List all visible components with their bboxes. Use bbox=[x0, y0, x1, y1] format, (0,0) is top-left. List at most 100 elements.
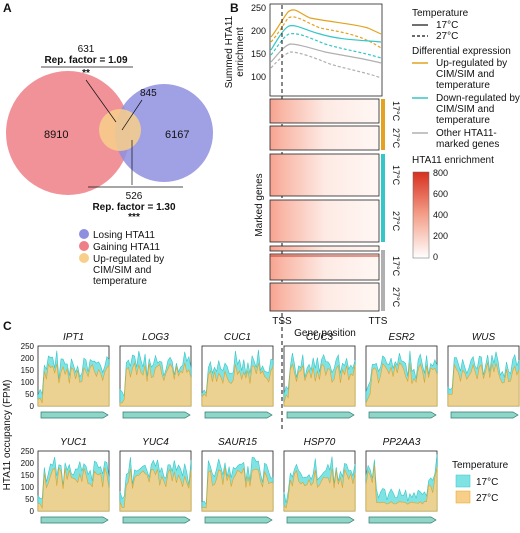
gene-name-saur15: SAUR15 bbox=[218, 437, 257, 448]
colorbar bbox=[412, 171, 430, 259]
occupancy-ytick-0-row1: 0 bbox=[30, 402, 35, 411]
gene-model-cuc3 bbox=[286, 411, 355, 419]
profile-down-27c-line bbox=[270, 33, 382, 59]
panel-a-letter: A bbox=[3, 1, 12, 15]
heatmap-up-27c bbox=[269, 125, 380, 151]
profile-lines bbox=[270, 9, 382, 79]
occupancy-ytick-250-row2: 250 bbox=[21, 447, 35, 456]
track-27c-area-cuc3 bbox=[283, 363, 356, 407]
track-27c-area-hsp70 bbox=[283, 468, 356, 512]
gene-model-log3 bbox=[122, 411, 191, 419]
group-bar-down bbox=[381, 154, 385, 242]
occupancy-legend-27c-label: 27°C bbox=[476, 493, 498, 504]
legend-upregulated-label-1: Up-regulated by bbox=[93, 254, 164, 265]
heatmap-down-17c bbox=[269, 153, 380, 197]
legend-de-other-1: Other HTA11- bbox=[436, 128, 497, 139]
venn-left-count: 8910 bbox=[44, 129, 68, 141]
gene-name-log3: LOG3 bbox=[142, 332, 169, 343]
venn-top-pointer bbox=[85, 79, 117, 123]
occupancy-legend-27c-swatch bbox=[455, 490, 471, 504]
occupancy-ytick-200-row2: 200 bbox=[21, 459, 35, 468]
track-27c-area-yuc1 bbox=[37, 467, 110, 512]
panel-c-letter: C bbox=[3, 319, 12, 333]
row-label-other-17c: 17°C bbox=[391, 256, 401, 277]
legend-upregulated-label-3: temperature bbox=[93, 276, 147, 287]
track-27c-area-cuc1 bbox=[201, 363, 274, 407]
profile-other-17c-line bbox=[270, 43, 382, 64]
row-label-down-17c: 17°C bbox=[391, 165, 401, 186]
occupancy-ytick-200-row1: 200 bbox=[21, 354, 35, 363]
gene-name-esr2: ESR2 bbox=[388, 332, 415, 343]
legend-upregulated-swatch bbox=[79, 253, 89, 263]
heatmap-ylabel: Marked genes bbox=[254, 173, 265, 236]
legend-de-down-3: temperature bbox=[436, 115, 490, 126]
legend-17c-label: 17°C bbox=[436, 20, 458, 31]
colorbar-tick-0: 0 bbox=[433, 252, 438, 262]
gene-model-wus bbox=[450, 411, 519, 419]
legend-27c-label: 27°C bbox=[436, 31, 458, 42]
venn-losing-circle bbox=[115, 84, 213, 182]
heatmap-group-bars bbox=[381, 99, 385, 311]
profile-ytick-250: 250 bbox=[251, 3, 266, 13]
heatmap-spacer bbox=[269, 245, 380, 252]
occupancy-ytick-150-row1: 150 bbox=[21, 366, 35, 375]
gene-model-yuc4 bbox=[122, 516, 191, 524]
gene-model-esr2 bbox=[368, 411, 437, 419]
profile-ylabel-2: enrichment bbox=[235, 27, 246, 77]
gene-name-wus: WUS bbox=[472, 332, 496, 343]
gene-name-cuc1: CUC1 bbox=[224, 332, 251, 343]
venn-right-count: 6167 bbox=[165, 129, 189, 141]
venn-middle-count: 845 bbox=[140, 88, 157, 99]
venn-overlap-top-sig: ** bbox=[82, 68, 90, 79]
legend-de-other-2: marked genes bbox=[436, 139, 499, 150]
track-27c-area-log3 bbox=[119, 361, 192, 407]
legend-gaining-swatch bbox=[79, 241, 89, 251]
occupancy-legend-17c-label: 17°C bbox=[476, 477, 498, 488]
profile-ytick-150: 150 bbox=[251, 49, 266, 59]
gene-name-ipt1: IPT1 bbox=[63, 332, 84, 343]
heatmap-other-27c bbox=[269, 282, 380, 312]
occupancy-legend-17c-swatch bbox=[455, 474, 471, 488]
venn-gaining-circle bbox=[6, 71, 130, 195]
heatmap-other-17c-topband bbox=[270, 255, 379, 257]
track-27c-area-pp2aa3 bbox=[365, 464, 438, 512]
gene-tracks: IPT1 LOG3 CUC1 CUC3 ESR2 WUS YUC1 YUC4 SAUR15 HSP… bbox=[21, 332, 520, 524]
panel-b-letter: B bbox=[230, 1, 239, 15]
row-label-other-27c: 27°C bbox=[391, 287, 401, 308]
gene-name-hsp70: HSP70 bbox=[304, 437, 336, 448]
row-label-up-27c: 27°C bbox=[391, 128, 401, 149]
colorbar-tick-600: 600 bbox=[433, 189, 448, 199]
legend-de-up-2: CIM/SIM and bbox=[436, 69, 494, 80]
venn-legend: Losing HTA11 Gaining HTA11 Up-regulated … bbox=[79, 229, 164, 287]
gene-model-saur15 bbox=[204, 516, 273, 524]
gene-model-hsp70 bbox=[286, 516, 355, 524]
legend-temperature-title: Temperature bbox=[412, 8, 469, 19]
profile-ylabel-1: Summed HTA11 bbox=[224, 15, 235, 88]
gene-name-yuc1: YUC1 bbox=[60, 437, 87, 448]
venn-middle-pointer bbox=[121, 99, 143, 131]
heatmap-other-17c bbox=[269, 253, 380, 281]
heatmap-up-17c bbox=[269, 98, 380, 124]
heatmap bbox=[269, 98, 380, 312]
profile-ytick-100: 100 bbox=[251, 72, 266, 82]
gene-model-ipt1 bbox=[40, 411, 109, 419]
track-17c-area-pp2aa3 bbox=[365, 454, 438, 512]
venn-overlap-top-factor: Rep. factor = 1.09 bbox=[44, 55, 128, 66]
venn-diagram bbox=[6, 71, 213, 195]
legend-de-down-1: Down-regulated by bbox=[436, 93, 520, 104]
profile-other-27c-line bbox=[270, 51, 382, 79]
occupancy-ytick-250-row1: 250 bbox=[21, 342, 35, 351]
gene-model-yuc1 bbox=[40, 516, 109, 524]
heatmap-row-labels: 17°C 27°C 17°C 27°C 17°C 27°C bbox=[391, 101, 401, 308]
occupancy-legend-title: Temperature bbox=[452, 460, 509, 471]
occupancy-ytick-100-row2: 100 bbox=[21, 483, 35, 492]
xtick-tts: TTS bbox=[369, 316, 388, 327]
gene-model-cuc1 bbox=[204, 411, 273, 419]
legend-de-up-3: temperature bbox=[436, 80, 490, 91]
legend-losing-label: Losing HTA11 bbox=[93, 230, 155, 241]
occupancy-ytick-150-row2: 150 bbox=[21, 471, 35, 480]
xtick-tss: TSS bbox=[272, 316, 292, 327]
legend-losing-swatch bbox=[79, 229, 89, 239]
colorbar-tick-200: 200 bbox=[433, 231, 448, 241]
legend-upregulated-label-2: CIM/SIM and bbox=[93, 265, 151, 276]
